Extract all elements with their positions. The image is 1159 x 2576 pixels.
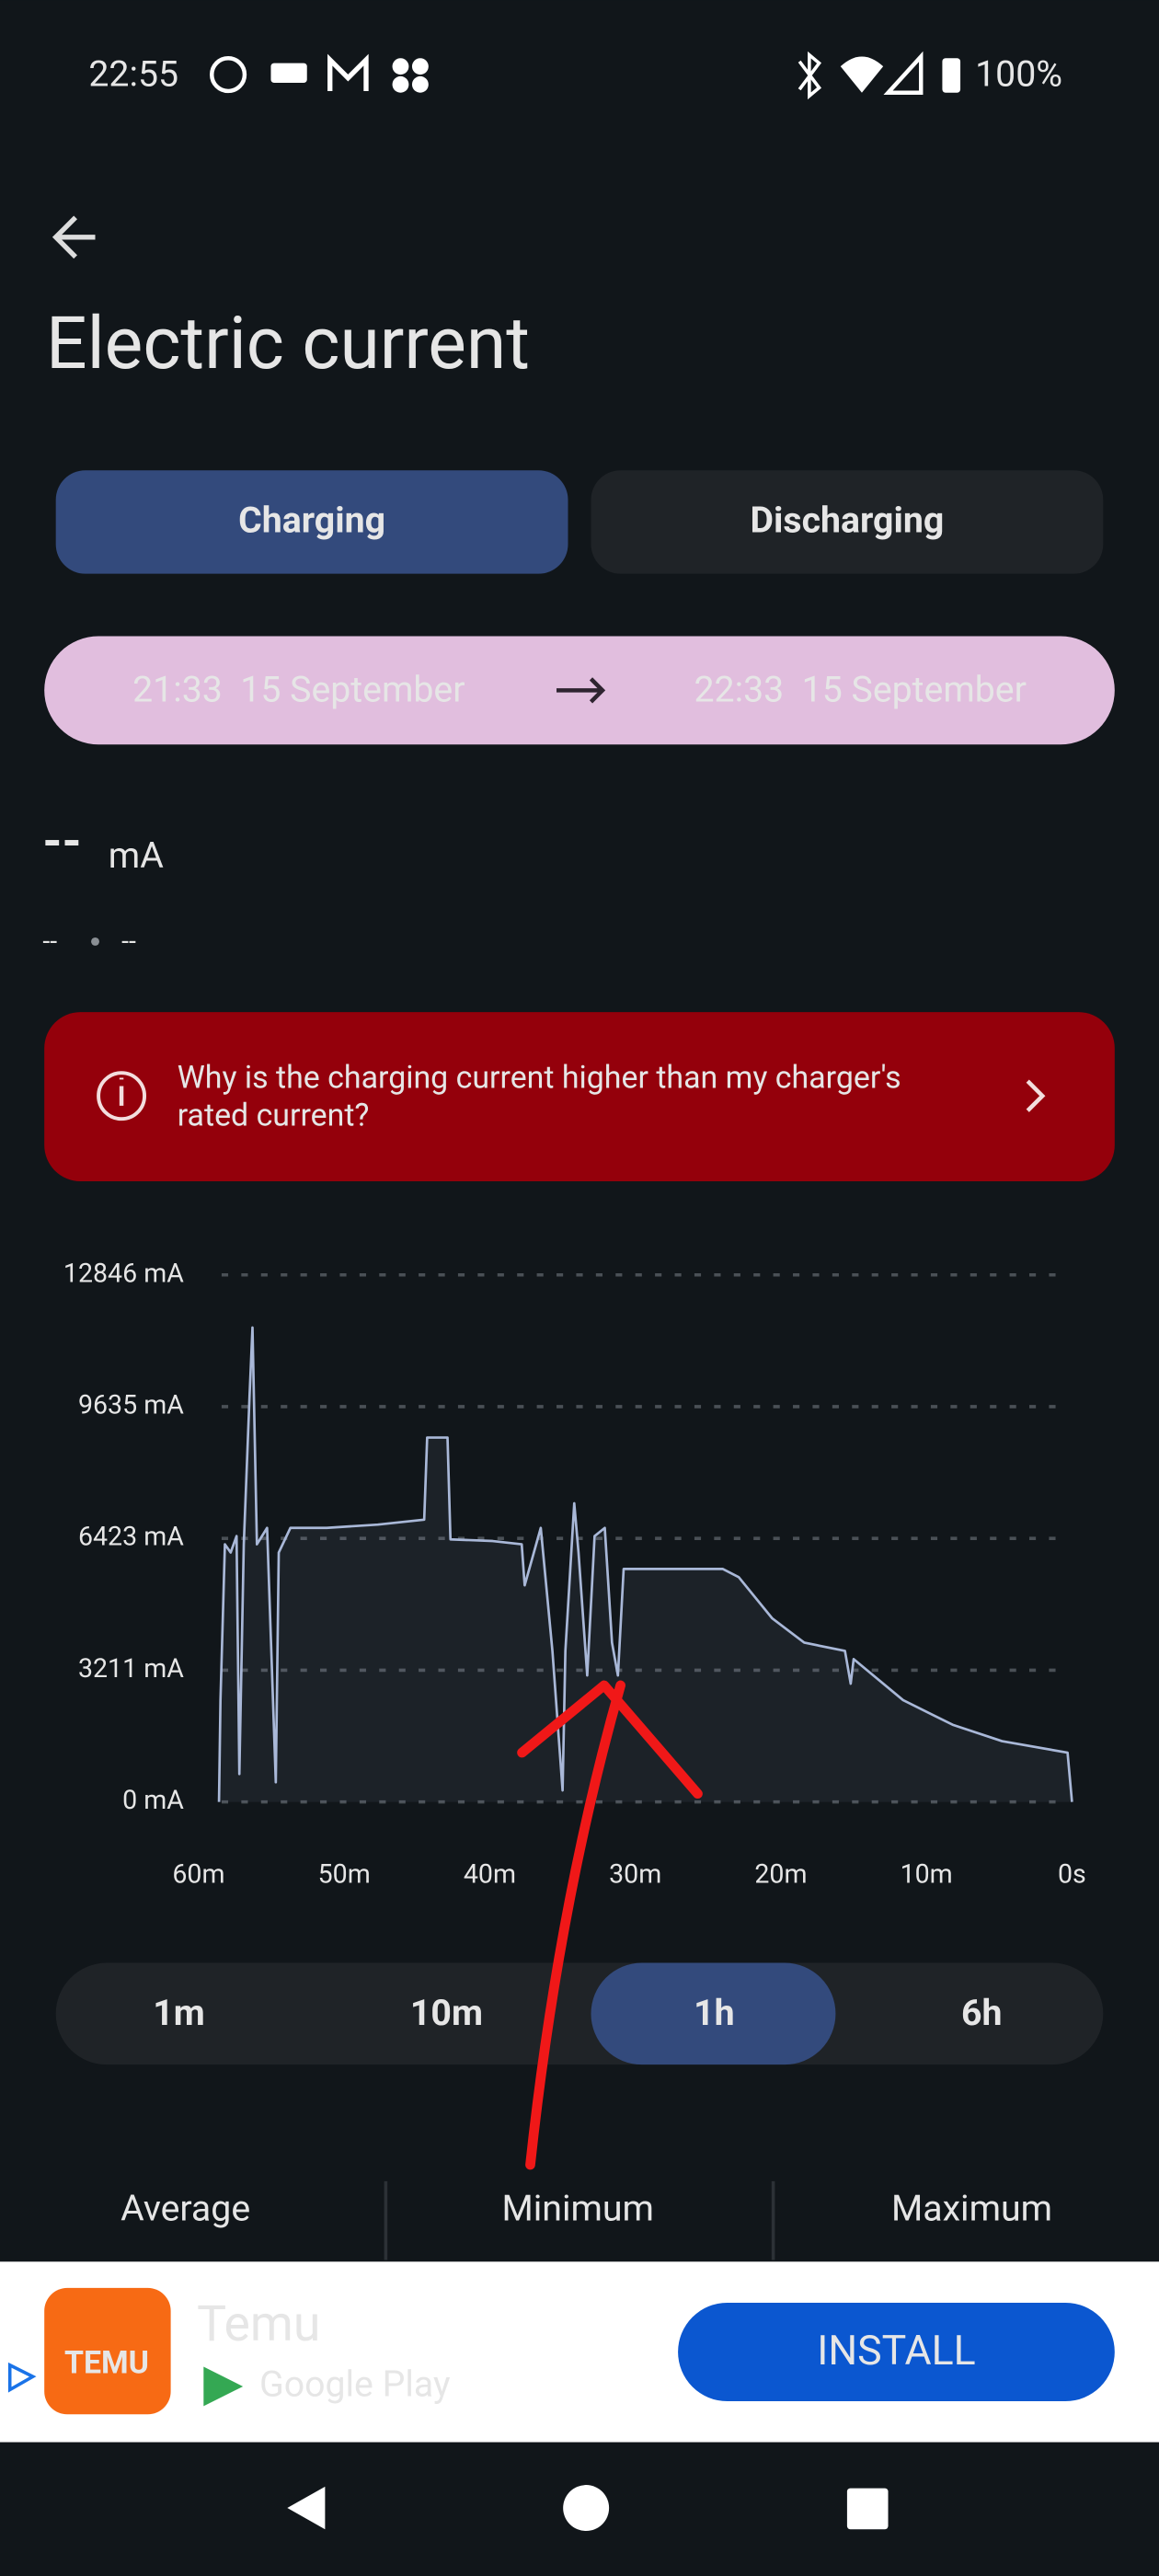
chart: 0 mA 3211 mA 6423 mA 9635 mA 12846 mA 60m 50m 4… — [63, 1258, 1086, 1889]
x-tick-label: 30m — [609, 1858, 661, 1889]
x-tick-label: 0s — [1058, 1858, 1086, 1889]
area — [219, 1328, 1073, 1802]
page-title: Electric current — [46, 302, 530, 386]
y-tick-label: 9635 mA — [78, 1389, 184, 1420]
status-icons — [209, 51, 961, 100]
banner-chevron — [1026, 1079, 1046, 1112]
x-tick-label: 60m — [172, 1858, 224, 1889]
info-icon — [97, 1071, 147, 1121]
info-banner[interactable] — [44, 1012, 1115, 1181]
range-start: 21:33 15 September — [132, 669, 465, 711]
y-tick-label: 12846 mA — [63, 1258, 184, 1288]
separator-dot — [91, 937, 99, 946]
install-label: INSTALL — [817, 2327, 976, 2375]
stat-label: Average — [120, 2187, 250, 2229]
install-button[interactable] — [678, 2302, 1115, 2402]
range-button[interactable]: 1h — [694, 1992, 735, 2034]
nav-back[interactable] — [287, 2486, 326, 2530]
x-tick-label: 10m — [901, 1858, 953, 1889]
line — [217, 1326, 1073, 1802]
y-tick-label: 3211 mA — [78, 1653, 184, 1684]
ad-store: Google Play — [259, 2363, 451, 2405]
reading-detail: -- — [121, 926, 136, 957]
tab-discharging[interactable] — [591, 470, 1104, 574]
y-tick-label: 6423 mA — [78, 1522, 184, 1552]
stat-label: Maximum — [891, 2187, 1052, 2229]
nav-home[interactable] — [563, 2485, 610, 2532]
range-arrow — [557, 677, 606, 704]
status-time: 22:55 — [88, 52, 178, 95]
red-arrow-annotation — [517, 1680, 703, 2170]
tab-label: Discharging — [751, 500, 945, 542]
ad-logo-text: TEMU — [64, 2346, 149, 2382]
range-selector — [55, 1962, 1104, 2065]
range-button[interactable]: 6h — [961, 1992, 1003, 2034]
y-tick-label: 0 mA — [122, 1785, 184, 1815]
reading-value: -- — [42, 812, 81, 870]
banner-text: rated current? — [178, 1098, 370, 1133]
ad-choices[interactable] — [7, 2362, 37, 2393]
tab-label: Charging — [238, 500, 385, 542]
range-button[interactable]: 1m — [153, 1992, 205, 2034]
x-tick-label: 20m — [754, 1858, 807, 1889]
banner-text: Why is the charging current higher than … — [178, 1060, 901, 1096]
ad-name: Temu — [197, 2295, 320, 2353]
back-button[interactable] — [52, 215, 96, 259]
ad-logo — [44, 2287, 171, 2415]
play-icon — [203, 2366, 244, 2407]
range-button[interactable]: 10m — [410, 1992, 483, 2034]
stat-label: Minimum — [501, 2187, 654, 2229]
tab-charging[interactable] — [55, 470, 568, 574]
reading-detail: -- — [42, 926, 57, 957]
x-tick-label: 50m — [318, 1858, 371, 1889]
range-selected — [591, 1962, 836, 2065]
reading-unit: mA — [109, 834, 164, 877]
range-end: 22:33 15 September — [694, 669, 1026, 711]
battery-level: 100% — [975, 52, 1062, 95]
x-tick-label: 40m — [464, 1858, 516, 1889]
nav-recents[interactable] — [846, 2488, 889, 2530]
